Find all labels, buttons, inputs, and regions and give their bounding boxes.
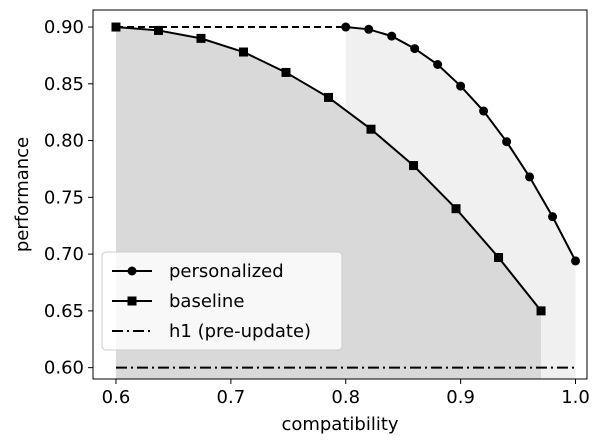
x-tick-label: 0.8 xyxy=(331,387,360,408)
data-point-personalized xyxy=(364,25,373,34)
data-point-personalized xyxy=(410,44,419,53)
data-point-baseline xyxy=(196,34,205,43)
data-point-personalized xyxy=(456,82,465,91)
data-point-personalized xyxy=(525,172,534,181)
x-axis-label: compatibility xyxy=(281,414,398,435)
y-tick-label: 0.65 xyxy=(44,301,84,322)
x-tick-label: 0.6 xyxy=(102,387,131,408)
y-axis-label: performance xyxy=(12,137,33,252)
x-tick-label: 0.9 xyxy=(446,387,475,408)
y-tick-label: 0.85 xyxy=(44,74,84,95)
legend-label-h1-pre-update: h1 (pre-update) xyxy=(169,321,311,342)
data-point-personalized xyxy=(341,23,350,32)
legend-marker-personalized xyxy=(128,267,137,276)
data-point-baseline xyxy=(537,306,546,315)
y-tick-label: 0.70 xyxy=(44,244,84,265)
data-point-personalized xyxy=(433,60,442,69)
data-point-personalized xyxy=(479,107,488,116)
y-tick-label: 0.80 xyxy=(44,131,84,152)
data-point-baseline xyxy=(239,48,248,57)
data-point-personalized xyxy=(548,212,557,221)
x-axis: 0.6 0.7 0.8 0.9 1.0 xyxy=(102,379,590,408)
data-point-baseline xyxy=(154,26,163,35)
legend-label-baseline: baseline xyxy=(169,291,244,312)
y-tick-label: 0.75 xyxy=(44,187,84,208)
data-point-personalized xyxy=(502,137,511,146)
data-point-baseline xyxy=(452,204,461,213)
y-axis: 0.60 0.65 0.70 0.75 0.80 0.85 0.90 xyxy=(44,17,93,379)
data-point-baseline xyxy=(282,68,291,77)
x-tick-label: 0.7 xyxy=(217,387,246,408)
y-tick-label: 0.60 xyxy=(44,358,84,379)
data-point-baseline xyxy=(324,93,333,102)
data-point-baseline xyxy=(409,161,418,170)
data-point-personalized xyxy=(571,256,580,265)
data-point-baseline xyxy=(494,253,503,262)
data-point-baseline xyxy=(367,125,376,134)
data-point-baseline xyxy=(111,23,120,32)
legend-marker-baseline xyxy=(128,297,137,306)
y-tick-label: 0.90 xyxy=(44,17,84,38)
legend: personalized baseline h1 (pre-update) xyxy=(102,252,342,350)
x-tick-label: 1.0 xyxy=(561,387,590,408)
legend-label-personalized: personalized xyxy=(169,261,284,282)
data-point-personalized xyxy=(387,32,396,41)
